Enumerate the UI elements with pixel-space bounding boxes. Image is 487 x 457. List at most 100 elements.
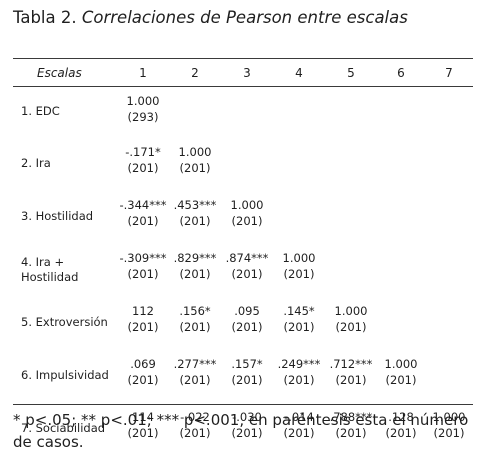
correlation-value: -.171* [125,145,161,159]
correlation-cell: 1.000 (201) [425,402,473,455]
correlation-cell [325,86,377,137]
table-row: 7. Sociabilidad 114 (201) -.022 (201) -.030 (2… [13,402,473,455]
correlation-cell: 1.000 (201) [273,243,325,296]
correlation-cell [325,137,377,190]
correlation-value: -.030 [232,410,262,424]
case-count: (201) [231,426,263,440]
row-label: 4. Ira + Hostilidad [13,243,117,296]
case-count: (201) [127,267,159,281]
case-count: (201) [385,426,417,440]
case-count: (201) [127,320,159,334]
correlation-cell: .249*** (201) [273,349,325,402]
case-count: (201) [335,373,367,387]
correlation-cell: .277*** (201) [169,349,221,402]
correlation-value: .712*** [329,357,373,371]
correlation-cell [377,86,425,137]
row-label: 7. Sociabilidad [13,402,117,455]
correlation-value: 1.000 [334,304,368,318]
table-row: 1. EDC 1.000 (293) [13,86,473,137]
correlation-cell [377,190,425,243]
correlation-cell [377,137,425,190]
correlation-value: .095 [234,304,260,318]
case-count: (201) [127,373,159,387]
correlation-value: -.014 [284,410,314,424]
correlation-cell: -.014 (201) [273,402,325,455]
correlation-value: 1.000 [178,145,212,159]
correlation-cell: .712*** (201) [325,349,377,402]
correlation-cell: .095 (201) [221,296,273,349]
correlation-cell [169,86,221,137]
correlation-cell: -.344*** (201) [117,190,169,243]
correlation-value: .829*** [173,251,217,265]
row-label-line: 3. Hostilidad [21,209,94,223]
case-count: (201) [385,373,417,387]
correlation-value: .788*** [329,410,373,424]
correlation-cell: 114 (201) [117,402,169,455]
row-label-line: 1. EDC [21,104,60,118]
correlation-cell: .829*** (201) [169,243,221,296]
correlation-cell: .069 (201) [117,349,169,402]
correlation-value: .069 [130,357,156,371]
correlation-cell [273,137,325,190]
column-header-5: 5 [347,65,355,80]
correlation-cell [425,190,473,243]
correlation-value: 1.000 [126,94,160,108]
case-count: (201) [179,426,211,440]
table-row: 5. Extroversión 112 (201) .156* (201) .095 (20… [13,296,473,349]
case-count: (201) [335,320,367,334]
correlation-cell: 1.000 (201) [221,190,273,243]
column-header-2: 2 [191,65,199,80]
case-count: (201) [179,373,211,387]
row-label-line: Hostilidad [21,269,79,284]
correlation-cell: .128 (201) [377,402,425,455]
bottom-rule [13,404,473,405]
correlation-cell [273,86,325,137]
header-rule [13,86,473,87]
correlation-cell: .788*** (201) [325,402,377,455]
case-count: (201) [127,214,159,228]
column-header-3: 3 [243,65,251,80]
case-count: (201) [127,161,159,175]
correlation-cell [425,137,473,190]
correlation-value: .277*** [173,357,217,371]
correlation-value: .145* [283,304,315,318]
correlation-cell [221,86,273,137]
correlation-cell [325,243,377,296]
correlation-value: 1.000 [230,198,264,212]
case-count: (201) [231,214,263,228]
row-label: 3. Hostilidad [13,190,117,243]
case-count: (201) [231,267,263,281]
case-count: (293) [127,110,159,124]
correlation-value: -.344*** [119,198,167,212]
correlation-table: Escalas 1 2 3 4 5 6 7 1. EDC 1.000 (293) 2.… [13,59,473,455]
correlation-cell: 1.000 (293) [117,86,169,137]
correlation-value: -.022 [180,410,210,424]
correlation-cell: .453*** (201) [169,190,221,243]
correlation-cell: 1.000 (201) [377,349,425,402]
correlation-value: 1.000 [282,251,316,265]
correlation-cell: 1.000 (201) [325,296,377,349]
case-count: (201) [179,320,211,334]
correlation-cell [325,190,377,243]
correlation-value: .128 [388,410,414,424]
correlation-cell [425,296,473,349]
correlation-value: .157* [231,357,263,371]
column-header-6: 6 [397,65,405,80]
correlation-value: .453*** [173,198,217,212]
row-label: 1. EDC [13,86,117,137]
correlation-value: 112 [132,304,154,318]
table-title-number: Tabla 2. [13,8,77,27]
correlation-cell: -.171* (201) [117,137,169,190]
correlation-cell: 1.000 (201) [169,137,221,190]
correlation-cell: .145* (201) [273,296,325,349]
column-header-1: 1 [139,65,147,80]
correlation-value: .249*** [277,357,321,371]
column-header-4: 4 [295,65,303,80]
correlation-cell: -.022 (201) [169,402,221,455]
correlation-value: 1.000 [432,410,466,424]
row-label: 6. Impulsividad [13,349,117,402]
row-label: 5. Extroversión [13,296,117,349]
row-label-line: 5. Extroversión [21,315,108,329]
header-row: Escalas 1 2 3 4 5 6 7 [13,59,473,86]
correlation-value: 114 [132,410,154,424]
